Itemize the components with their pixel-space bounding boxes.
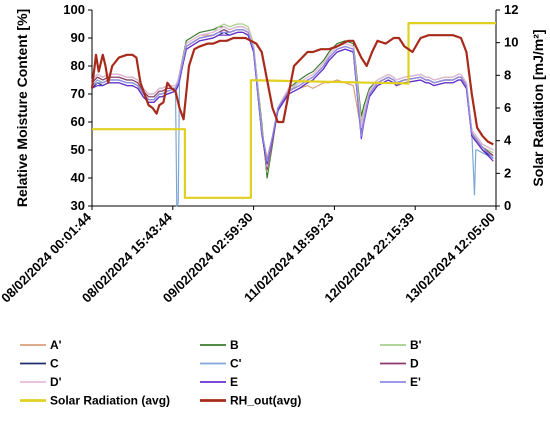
legend-label: E (230, 375, 238, 389)
legend-label: C (50, 357, 59, 371)
series-rh-out-avg-line (90, 34, 494, 146)
legend-label: B (230, 338, 239, 352)
y2-tick-label: 6 (504, 100, 511, 115)
y-tick-label: 100 (63, 2, 85, 17)
legend-label: A' (50, 338, 62, 352)
series-c-line (91, 29, 494, 207)
y-tick-label: 40 (71, 170, 85, 185)
series-b-line (91, 23, 494, 173)
legend-label: B' (410, 338, 422, 352)
legend-label: D' (50, 375, 62, 389)
x-tick-label: 11/02/2024 18:59:23 (241, 210, 336, 305)
legend-label: RH_out(avg) (230, 394, 301, 408)
y2-tick-label: 4 (504, 133, 512, 148)
y-tick-label: 70 (71, 86, 85, 101)
series-e-line (91, 29, 494, 162)
y2-tick-label: 10 (504, 35, 518, 50)
x-tick-label: 13/02/2024 12:05:00 (402, 210, 498, 306)
series-solar-radiation-avg-line (92, 22, 496, 199)
x-tick-label: 08/02/2024 00:01:44 (0, 209, 95, 306)
y-tick-label: 80 (71, 58, 85, 73)
legend-label: E' (410, 375, 421, 389)
x-tick-label: 12/02/2024 22:15:39 (321, 210, 417, 306)
y-tick-label: 60 (71, 114, 85, 129)
y-tick-label: 30 (71, 198, 85, 213)
y-tick-label: 50 (71, 142, 85, 157)
y2-tick-label: 2 (504, 165, 511, 180)
y-tick-label: 90 (71, 30, 85, 45)
legend-label: D (410, 357, 419, 371)
y2-tick-label: 0 (504, 198, 511, 213)
y2-tick-label: 8 (504, 67, 511, 82)
series-e-line (91, 31, 494, 165)
legend-label: C' (230, 357, 242, 371)
y-axis-title: Relative Moisture Content [%] (14, 9, 30, 207)
y2-axis-title: Solar Radiation [mJ/m²] (530, 29, 546, 186)
x-tick-label: 09/02/2024 02:59:30 (160, 210, 256, 306)
legend-label: Solar Radiation (avg) (50, 394, 170, 408)
y2-tick-label: 12 (504, 2, 518, 17)
x-tick-label: 08/02/2024 15:43:44 (79, 209, 176, 306)
